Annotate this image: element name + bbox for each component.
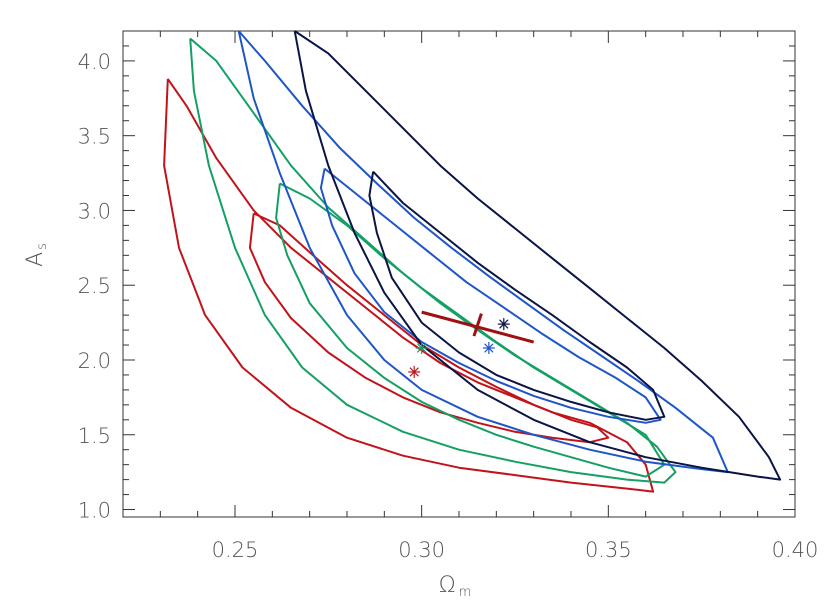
plot-frame — [122, 30, 796, 518]
best-fit-marker-2 — [415, 342, 428, 355]
x-tick-label: 0.35 — [585, 538, 632, 562]
contour-series-3-level-2 — [237, 30, 729, 474]
y-axis-label-subscript: s — [35, 243, 50, 250]
y-axis-label-symbol: A — [23, 252, 48, 267]
x-tick-label: 0.25 — [212, 538, 259, 562]
contour-series-4-level-1 — [368, 170, 666, 421]
y-tick-label: 3.5 — [78, 125, 111, 149]
best-fit-marker-4 — [497, 318, 510, 331]
best-fit-marker-3 — [482, 342, 495, 355]
contour-series-2-level-1 — [275, 182, 666, 478]
cross-marker-segment-2 — [472, 313, 483, 337]
y-tick-label: 3.0 — [78, 199, 111, 223]
x-axis-label-subscript: m — [459, 585, 472, 600]
y-tick-labels: 1.0 1.5 2.0 2.5 3.0 3.5 4.0 — [78, 50, 111, 523]
x-tick-label: 0.30 — [398, 538, 445, 562]
y-tick-label: 1.0 — [78, 499, 111, 523]
best-fit-markers — [408, 310, 535, 378]
y-tick-label: 2.5 — [78, 274, 111, 298]
contour-series-4-level-2 — [293, 30, 782, 481]
contour-series-3-level-1 — [319, 167, 662, 424]
axis-ticks — [122, 30, 796, 517]
y-axis-label: As — [23, 243, 50, 267]
contour-series — [163, 30, 782, 493]
contour-series-1-level-1 — [248, 212, 610, 444]
best-fit-marker-1 — [408, 365, 421, 378]
y-tick-label: 4.0 — [78, 50, 111, 74]
cross-marker — [421, 310, 535, 344]
y-tick-label: 1.5 — [78, 424, 111, 448]
x-tick-label: 0.40 — [772, 538, 819, 562]
contour-series-1-level-2 — [163, 78, 655, 493]
x-tick-labels: 0.25 0.30 0.35 0.40 — [212, 538, 819, 562]
x-axis-label-symbol: Ω — [439, 573, 456, 598]
y-tick-label: 2.0 — [78, 349, 111, 373]
contour-series-2-level-2 — [189, 37, 677, 484]
